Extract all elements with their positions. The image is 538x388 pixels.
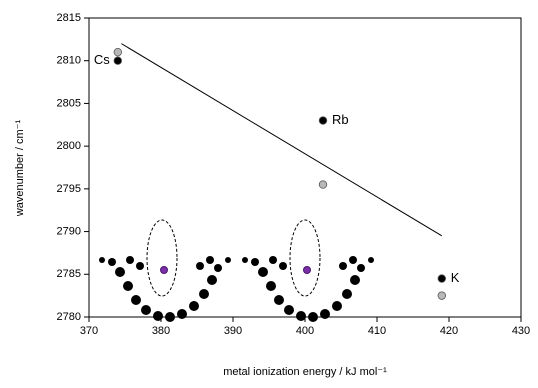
x-axis-label: metal ionization energy / kJ mol⁻¹: [223, 366, 387, 378]
point-label: K: [451, 270, 460, 285]
y-tick-label: 2795: [57, 183, 81, 195]
y-tick-label: 2810: [57, 55, 81, 67]
y-tick-label: 2790: [57, 225, 81, 237]
point: [438, 275, 446, 283]
x-tick-label: 370: [80, 325, 98, 337]
point: [114, 57, 122, 65]
chart: metal ionization energy / kJ mol⁻¹ waven…: [0, 0, 538, 388]
x-tick-label: 420: [440, 325, 458, 337]
x-tick-label: 400: [296, 325, 314, 337]
point: [114, 48, 122, 56]
fit-line: [121, 44, 441, 236]
point: [319, 181, 327, 189]
x-tick-label: 410: [368, 325, 386, 337]
y-tick-label: 2815: [57, 12, 81, 24]
y-tick-label: 2800: [57, 140, 81, 152]
point-label: Rb: [332, 112, 349, 127]
x-tick-label: 390: [224, 325, 242, 337]
point: [319, 117, 327, 125]
x-tick-label: 380: [152, 325, 170, 337]
y-tick-label: 2785: [57, 268, 81, 280]
point-label: Cs: [94, 52, 110, 67]
molecule-image: [99, 220, 374, 322]
point: [438, 292, 446, 300]
y-tick-label: 2780: [57, 311, 81, 323]
y-tick-label: 2805: [57, 97, 81, 109]
x-tick-label: 430: [512, 325, 530, 337]
y-axis-label: wavenumber / cm⁻¹: [14, 120, 26, 218]
